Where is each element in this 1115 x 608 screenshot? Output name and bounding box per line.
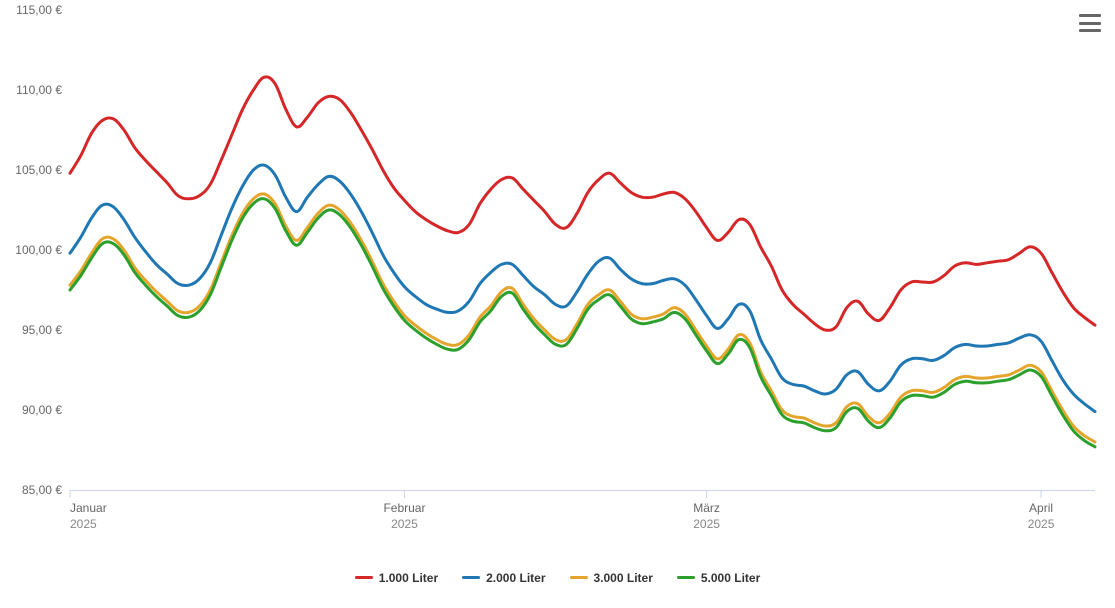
y-tick-label: 100,00 €	[15, 243, 62, 257]
x-tick-label-month: Januar	[70, 501, 107, 515]
y-tick-label: 90,00 €	[22, 403, 62, 417]
legend-swatch	[462, 576, 480, 579]
y-tick-label: 110,00 €	[16, 83, 62, 97]
y-tick-label: 85,00 €	[22, 483, 62, 497]
legend-swatch	[677, 576, 695, 579]
series-line[interactable]	[70, 77, 1095, 330]
x-tick-label-month: April	[1029, 501, 1053, 515]
legend-swatch	[355, 576, 373, 579]
x-tick-label-month: März	[693, 501, 720, 515]
x-tick-label-year: 2025	[70, 517, 97, 531]
legend-item[interactable]: 2.000 Liter	[462, 571, 545, 585]
legend-label: 5.000 Liter	[701, 571, 760, 585]
series-line[interactable]	[70, 199, 1095, 447]
chart-legend: 1.000 Liter 2.000 Liter 3.000 Liter 5.000 L…	[0, 568, 1115, 585]
y-tick-label: 95,00 €	[22, 323, 62, 337]
price-chart: 85,00 € 90,00 € 95,00 € 100,00 € 105,00 € 110…	[0, 0, 1115, 608]
legend-swatch	[570, 576, 588, 579]
legend-item[interactable]: 5.000 Liter	[677, 571, 760, 585]
legend-label: 2.000 Liter	[486, 571, 545, 585]
legend-item[interactable]: 1.000 Liter	[355, 571, 438, 585]
legend-item[interactable]: 3.000 Liter	[570, 571, 653, 585]
y-tick-label: 105,00 €	[15, 163, 62, 177]
legend-label: 3.000 Liter	[594, 571, 653, 585]
x-tick-label-year: 2025	[693, 517, 720, 531]
chart-menu-icon[interactable]	[1079, 14, 1101, 32]
chart-svg: 85,00 € 90,00 € 95,00 € 100,00 € 105,00 € 110…	[0, 0, 1115, 608]
y-tick-label: 115,00 €	[16, 3, 62, 17]
legend-label: 1.000 Liter	[379, 571, 438, 585]
x-tick-label-month: Februar	[383, 501, 425, 515]
x-tick-label-year: 2025	[391, 517, 418, 531]
x-tick-label-year: 2025	[1028, 517, 1055, 531]
